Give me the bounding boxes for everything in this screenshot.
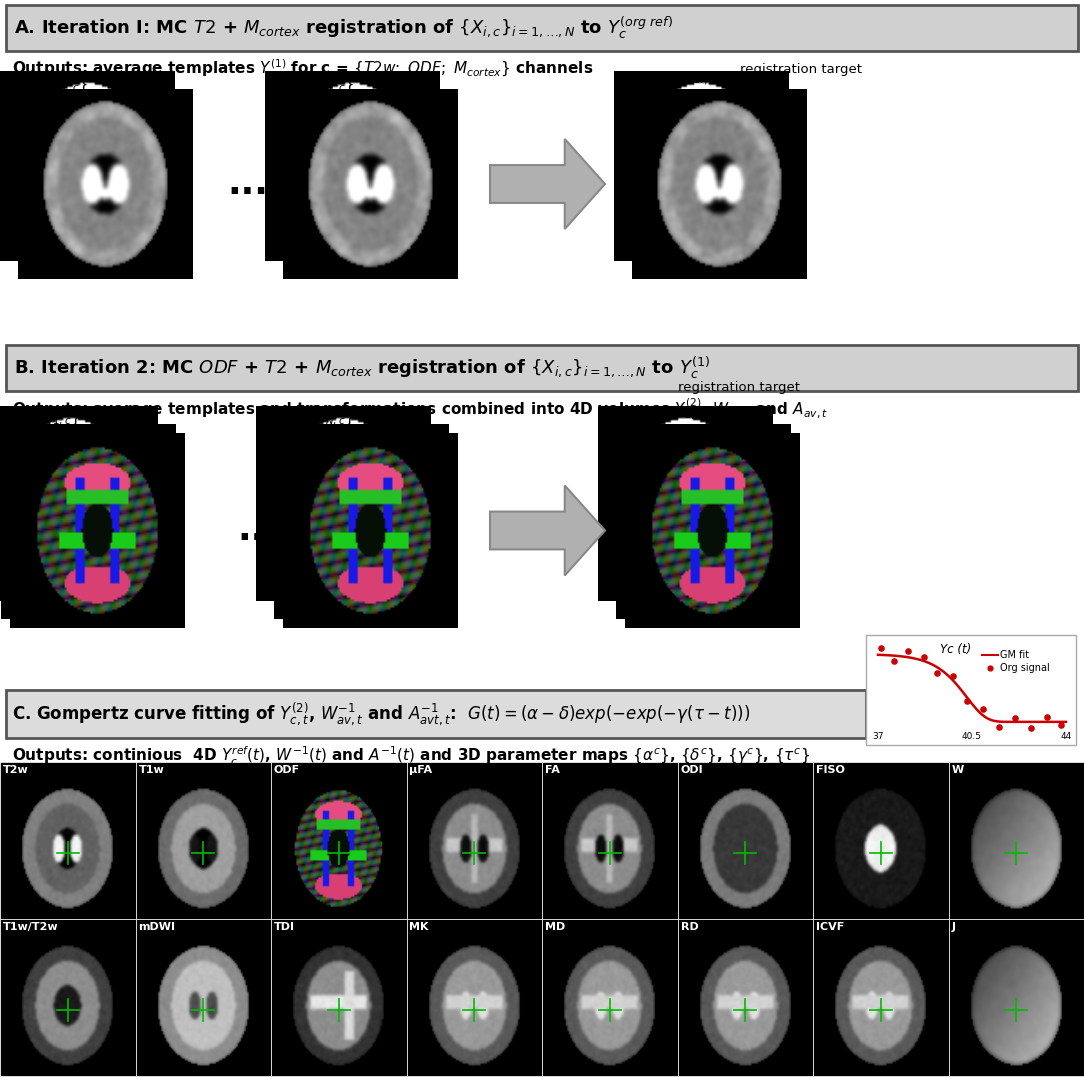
Text: μFA: μFA [410,765,433,775]
Bar [948,762,1084,919]
Text: $\{X_{N,c}\}$: $\{X_{N,c}\}$ [306,76,353,95]
Text: $\{X_{N,c}\}$: $\{X_{N,c}\}$ [306,409,353,429]
Text: Outputs: average templates $Y_c^{(1)}$ for c = $\{T2w;\ ODF;\ M_{cortex}\}$ chan: Outputs: average templates $Y_c^{(1)}$ f… [12,57,593,81]
Bar [678,919,813,1076]
Bar [406,919,542,1076]
Text: FA: FA [545,765,559,775]
Text: 40.5: 40.5 [962,732,982,741]
Bar [10,433,185,627]
Text: $Y_c^{(org\ ref)}$: $Y_c^{(org\ ref)}$ [655,75,709,97]
Text: 44: 44 [1060,732,1072,741]
Text: 37: 37 [873,732,883,741]
Text: J: J [952,922,955,932]
Bar [0,762,136,919]
Text: W: W [952,765,964,775]
Bar [632,89,806,279]
Bar [7,345,1077,391]
Text: B. Iteration 2: MC $\mathit{ODF}$ + $\mathit{T2}$ + $M_{cortex}$ registration of: B. Iteration 2: MC $\mathit{ODF}$ + $\ma… [14,355,710,381]
Bar [678,762,813,919]
Bar [271,762,406,919]
Bar [7,690,866,738]
Text: registration target: registration target [678,381,800,394]
Bar [0,919,136,1076]
Bar [136,762,271,919]
Bar [0,71,175,261]
Text: FISO: FISO [816,765,844,775]
Text: ...: ... [237,513,279,548]
Point [944,666,962,684]
Text: Yc (t): Yc (t) [940,643,971,656]
Polygon shape [490,486,605,576]
Bar [136,919,271,1076]
Text: ICVF: ICVF [816,922,844,932]
Bar [283,89,459,279]
Point [1038,708,1056,726]
Text: MK: MK [410,922,429,932]
Bar [598,406,773,600]
Text: mDWI: mDWI [139,922,176,932]
Bar [256,406,431,600]
Point [928,664,945,681]
Bar [264,71,440,261]
Text: $Y_c^{(1)}$: $Y_c^{(1)}$ [648,427,673,450]
Point [975,701,992,718]
Text: ODI: ODI [681,765,704,775]
Bar [813,762,948,919]
Bar [406,762,542,919]
Text: ODF: ODF [274,765,300,775]
Polygon shape [490,139,605,229]
Bar [271,919,406,1076]
Bar [274,424,449,619]
Bar [18,89,193,279]
Text: TDI: TDI [274,922,295,932]
Point [990,718,1007,735]
Bar [542,762,678,919]
Text: GM fit: GM fit [1001,650,1030,660]
Point [872,639,889,657]
Point [1006,710,1023,727]
Point [899,643,916,660]
Text: T1w: T1w [139,765,165,775]
Text: MD: MD [545,922,565,932]
Bar [0,406,158,600]
Bar [866,635,1076,745]
Bar [283,433,459,627]
Bar [625,433,800,627]
Point [958,692,976,710]
Text: Outputs: continious  4D $Y_c^{ref}(t)$, $W^{-1}(t)$ and $A^{-1}(t)$ and 3D param: Outputs: continious 4D $Y_c^{ref}(t)$, $… [12,744,810,768]
Bar [813,919,948,1076]
Text: T2w: T2w [3,765,29,775]
Text: $\{X_{1,c}\}$: $\{X_{1,c}\}$ [41,76,88,95]
Text: ...: ... [228,167,269,201]
Text: registration target: registration target [740,63,862,76]
Bar [542,919,678,1076]
Point [981,660,998,677]
Text: RD: RD [681,922,698,932]
Bar [1,424,176,619]
Point [1022,719,1040,737]
Bar [614,71,789,261]
Bar [616,424,791,619]
Text: Outputs: average templates and transformations combined into 4D volumes $Y_{c,t}: Outputs: average templates and transform… [12,396,828,421]
Point [886,652,903,670]
Text: A. Iteration I: MC $\mathit{T2}$ + $M_{cortex}$ registration of $\{X_{i,c}\}_{i=: A. Iteration I: MC $\mathit{T2}$ + $M_{c… [14,15,673,41]
Text: C. Gompertz curve fitting of $Y_{c,t}^{(2)}$, $W_{av,t}^{-1}$ and $A_{avt,t}^{-1: C. Gompertz curve fitting of $Y_{c,t}^{(… [12,700,750,728]
Point [915,648,932,665]
Text: T1w/T2w: T1w/T2w [3,922,59,932]
Text: Org signal: Org signal [1001,663,1050,673]
Point [1051,716,1069,733]
Bar [7,5,1077,51]
Bar [948,919,1084,1076]
Text: $\{X_{1,c}\}$: $\{X_{1,c}\}$ [33,409,80,429]
